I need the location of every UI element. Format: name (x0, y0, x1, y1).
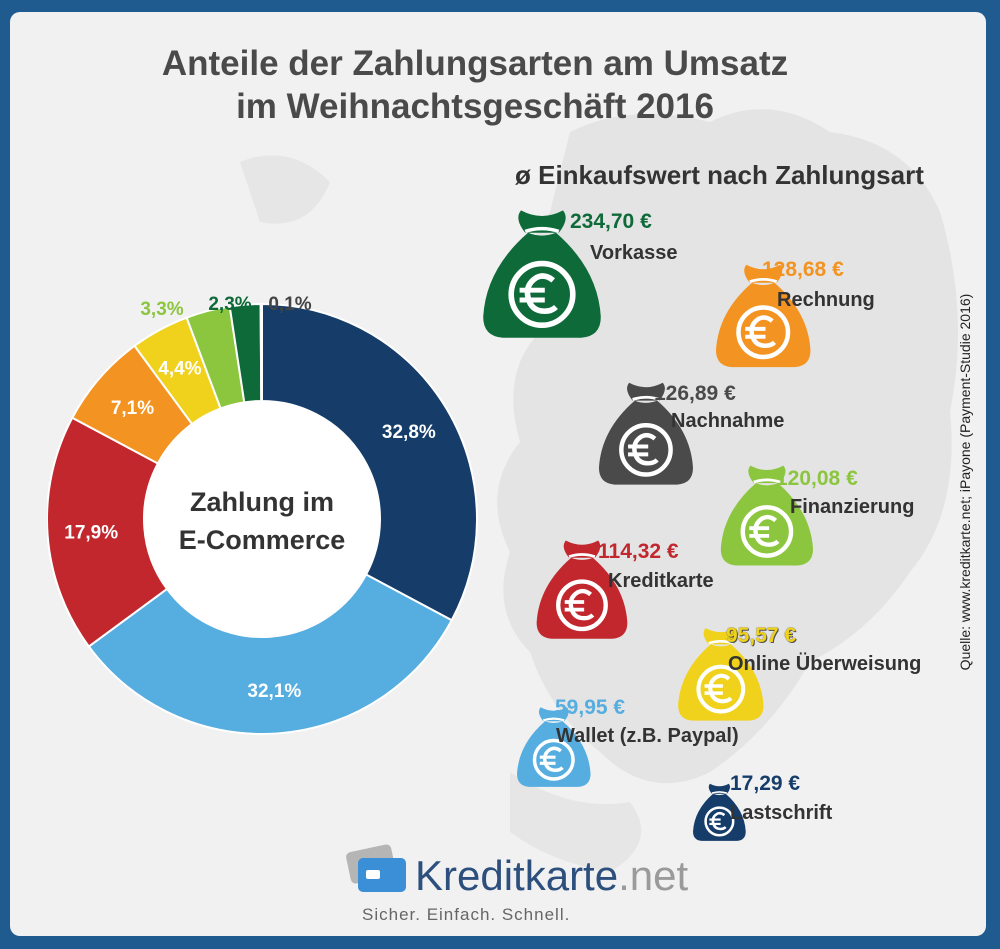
bag-value-label: 126,89 € (654, 382, 736, 405)
bag-value-label: 114,32 € (598, 540, 679, 563)
donut-slice (47, 416, 169, 648)
slice-label: 2,3% (208, 294, 251, 315)
bag-category-label: Kreditkarte (608, 570, 714, 592)
bag-category-label: Vorkasse (590, 242, 678, 264)
money-bag-icon (598, 382, 693, 485)
money-bag-icon (517, 707, 591, 787)
bag-category-label: Wallet (z.B. Paypal) (556, 725, 739, 747)
money-bag-icon (720, 465, 814, 566)
bag-value-label: 95,57 € (726, 624, 797, 647)
money-bag-icon (678, 628, 764, 721)
logo-wordmark: Kreditkarte.net (415, 852, 689, 899)
slice-label: 7,1% (111, 398, 154, 419)
infographic-frame: Anteile der Zahlungsarten am Umsatz im W… (10, 12, 986, 936)
subtitle: ø Einkaufswert nach Zahlungsart (515, 160, 924, 190)
center-label-line1: Zahlung im (190, 487, 334, 517)
bag-category-label: Lastschrift (730, 802, 833, 824)
donut-hole (145, 402, 379, 636)
money-bag-icon (715, 264, 811, 368)
donut-slice (259, 302, 263, 403)
slice-label: 0,1% (268, 294, 311, 315)
bag-value-label: 120,08 € (776, 467, 858, 490)
slice-label: 17,9% (64, 522, 118, 543)
donut-slice (261, 302, 478, 622)
bag-category-label: Online Überweisung (728, 653, 922, 675)
logo-tagline: Sicher. Einfach. Schnell. (362, 905, 571, 924)
credit-card-logo-icon (346, 844, 406, 892)
bag-category-label: Finanzierung (790, 496, 915, 518)
donut-slice (87, 573, 454, 735)
slice-label: 32,1% (247, 681, 301, 702)
bag-value-label: 234,70 € (570, 210, 652, 233)
bag-value-label: 17,29 € (730, 772, 801, 795)
bag-value-label: 128,68 € (762, 258, 844, 281)
slice-label: 4,4% (158, 358, 201, 379)
center-label-line2: E-Commerce (179, 525, 346, 555)
bag-category-label: Rechnung (777, 289, 875, 311)
slice-label: 3,3% (140, 299, 183, 320)
bag-value-label: 59,95 € (555, 696, 626, 719)
money-bag-icon (483, 210, 601, 338)
chart-title: Anteile der Zahlungsarten am Umsatz im W… (161, 44, 789, 126)
slice-label: 32,8% (382, 422, 436, 443)
money-bag-icon (536, 540, 628, 639)
bag-category-label: Nachnahme (671, 410, 785, 432)
donut-chart: 32,8% 32,1% 17,9% 7,1%4,4% 3,3% 2,3% 0,1% Zahlu… (47, 294, 478, 735)
money-bag-icon (693, 783, 746, 841)
